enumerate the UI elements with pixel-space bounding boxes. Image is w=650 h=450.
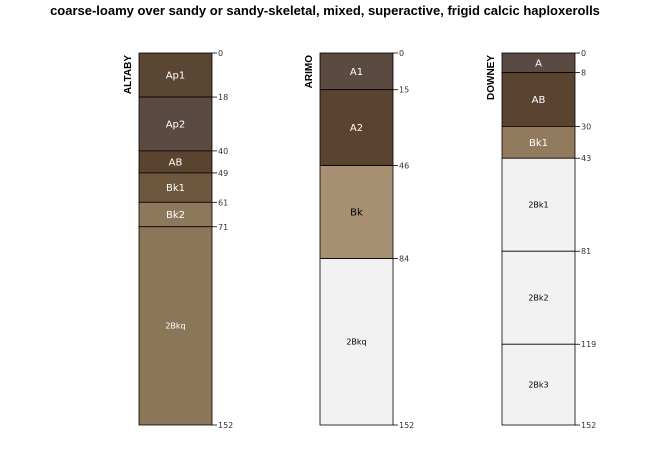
depth-label: 0 <box>399 49 404 58</box>
depth-label: 49 <box>218 169 228 178</box>
horizon-2bkq <box>138 226 213 426</box>
depth-label: 15 <box>399 86 409 95</box>
horizon-ab <box>501 72 576 127</box>
horizon-label: Bk <box>350 208 363 219</box>
depth-label: 71 <box>218 223 228 232</box>
horizon-label: Ap1 <box>166 71 186 82</box>
soil-profile-downey: DOWNEY A AB Bk1 2Bk1 2Bk2 2Bk3 0 8 30 43 81 119 152 <box>486 49 596 430</box>
profile-name: ALTABY <box>123 55 134 94</box>
depth-label: 40 <box>218 147 228 156</box>
depth-label: 152 <box>218 421 233 430</box>
horizon-label: 2Bkq <box>165 322 185 331</box>
depth-label: 81 <box>581 247 591 256</box>
soil-profile-altaby: ALTABY Ap1 Ap2 AB Bk1 Bk2 2Bkq 0 18 40 49 61 71 152 <box>123 49 233 430</box>
depth-label: 84 <box>399 255 409 264</box>
horizon-label: AB <box>169 157 183 168</box>
horizon-label: AB <box>532 95 546 106</box>
horizon-2bkq <box>319 258 394 426</box>
horizon-a1 <box>319 52 394 91</box>
horizon-label: 2Bk3 <box>528 380 548 389</box>
horizon-label: 2Bk1 <box>528 201 548 210</box>
horizon-2bk3 <box>501 343 576 426</box>
depth-label: 152 <box>581 421 596 430</box>
horizon-label: A2 <box>350 123 363 134</box>
horizon-label: A1 <box>350 67 363 78</box>
horizon-label: Bk1 <box>166 183 185 194</box>
horizon-a2 <box>319 89 394 166</box>
depth-label: 0 <box>218 49 223 58</box>
horizon-label: A <box>535 58 542 69</box>
horizon-label: 2Bk2 <box>528 294 548 303</box>
horizon-bk1 <box>501 126 576 159</box>
depth-label: 8 <box>581 69 586 78</box>
depth-label: 119 <box>581 340 596 349</box>
depth-label: 18 <box>218 93 228 102</box>
depth-label: 0 <box>581 49 586 58</box>
depth-label: 61 <box>218 198 228 207</box>
horizon-label: Bk1 <box>529 138 548 149</box>
horizon-label: Bk2 <box>166 210 185 221</box>
soil-profile-arimo: ARIMO A1 A2 Bk 2Bkq 0 15 46 84 152 <box>304 49 414 430</box>
profile-name: DOWNEY <box>486 55 497 100</box>
horizon-2bk1 <box>501 157 576 252</box>
profile-name: ARIMO <box>304 55 315 89</box>
depth-label: 43 <box>581 154 591 163</box>
horizon-bk <box>319 165 394 259</box>
depth-label: 30 <box>581 122 591 131</box>
horizon-2bk2 <box>501 250 576 345</box>
depth-label: 152 <box>399 421 414 430</box>
horizon-label: Ap2 <box>166 119 186 130</box>
depth-label: 46 <box>399 162 409 171</box>
diagram-title: coarse-loamy over sandy or sandy-skeleta… <box>50 3 600 18</box>
horizon-ap1 <box>138 52 213 98</box>
horizon-label: 2Bkq <box>346 338 366 347</box>
